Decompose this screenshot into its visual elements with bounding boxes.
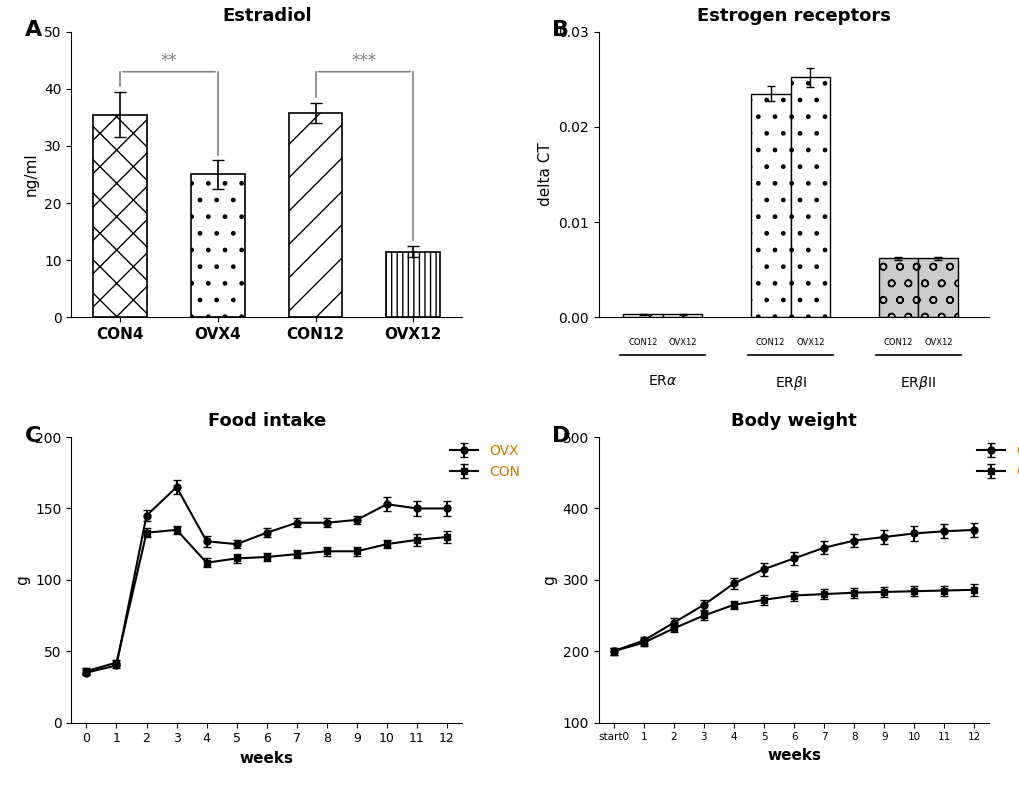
Text: C: C — [24, 426, 41, 445]
Bar — [623, 314, 662, 318]
X-axis label: weeks: weeks — [766, 748, 820, 763]
Text: B: B — [551, 21, 569, 40]
Bar — [386, 252, 439, 318]
Text: OVX12: OVX12 — [796, 338, 823, 347]
Y-axis label: g: g — [14, 575, 30, 584]
Title: Estrogen receptors: Estrogen receptors — [696, 6, 891, 25]
Text: ***: *** — [352, 52, 377, 70]
Bar — [288, 113, 342, 318]
Text: CON12: CON12 — [628, 338, 657, 347]
Text: CON12: CON12 — [755, 338, 785, 347]
Y-axis label: ng/ml: ng/ml — [23, 152, 39, 196]
Text: CON12: CON12 — [882, 338, 912, 347]
Text: D: D — [551, 426, 570, 445]
Y-axis label: delta CT: delta CT — [537, 143, 552, 206]
Text: ER$\alpha$: ER$\alpha$ — [647, 374, 677, 388]
Bar — [877, 258, 917, 318]
Text: ER$\beta$I: ER$\beta$I — [773, 374, 806, 392]
Y-axis label: g: g — [541, 575, 556, 584]
Bar — [94, 114, 147, 318]
Bar — [790, 78, 829, 318]
X-axis label: weeks: weeks — [239, 751, 293, 766]
Title: Food intake: Food intake — [208, 412, 325, 430]
Text: A: A — [24, 21, 42, 40]
Legend: OVX, CON: OVX, CON — [444, 438, 525, 484]
Text: OVX12: OVX12 — [923, 338, 952, 347]
Bar — [917, 258, 957, 318]
Bar — [662, 314, 702, 318]
Title: Body weight: Body weight — [731, 412, 856, 430]
Text: ER$\beta$II: ER$\beta$II — [900, 374, 935, 392]
Bar — [191, 175, 245, 318]
Text: OVX12: OVX12 — [667, 338, 696, 347]
Legend: OVX, CON: OVX, CON — [971, 438, 1019, 484]
Title: Estradiol: Estradiol — [222, 6, 311, 25]
Bar — [750, 94, 790, 318]
Text: **: ** — [161, 52, 177, 70]
